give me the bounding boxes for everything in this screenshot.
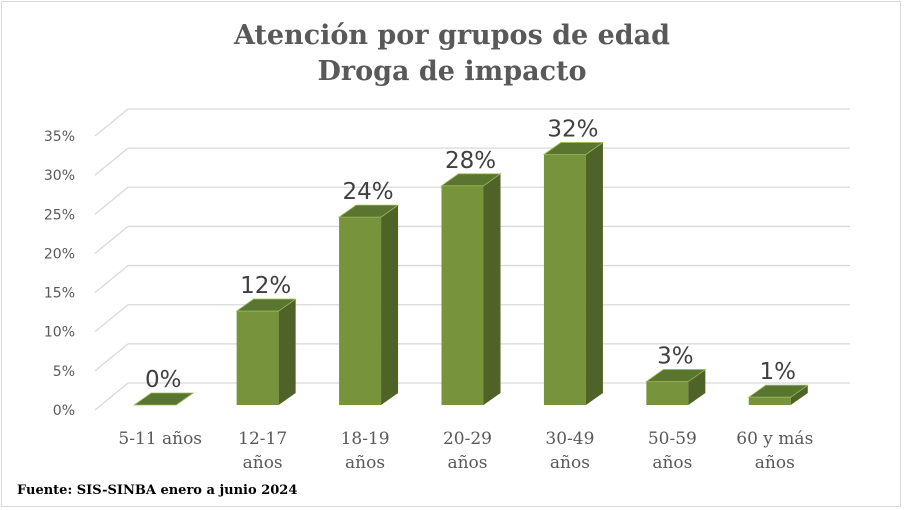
data-label: 1% [760, 359, 797, 385]
x-tick-label: 20-29 [443, 429, 492, 449]
bar-side [278, 299, 296, 405]
bar-top [132, 392, 195, 406]
data-label: 28% [445, 148, 496, 174]
gridline-diagonal [94, 186, 129, 215]
x-tick-label: años [447, 453, 487, 473]
bar-top [235, 298, 297, 312]
gridline-diagonal [94, 147, 129, 176]
x-tick-label: años [652, 453, 692, 473]
bar-front [339, 217, 382, 405]
bar-top [542, 142, 605, 155]
y-tick-label: 35% [44, 129, 75, 145]
bar-side [483, 173, 501, 405]
bar-side [381, 205, 399, 405]
bar-front [236, 311, 279, 405]
bar-front [543, 154, 586, 405]
x-tick-label: 30-49 [545, 429, 594, 449]
y-tick-label: 15% [44, 286, 75, 302]
chart-title: Atención por grupos de edad [233, 20, 671, 51]
x-tick-label: años [755, 453, 795, 473]
bar-front [441, 185, 484, 405]
source-note: Fuente: SIS-SINBA enero a junio 2024 [17, 483, 298, 498]
y-tick-label: 5% [53, 364, 75, 380]
chart-subtitle: Droga de impacto [317, 56, 587, 87]
bar-top [440, 173, 502, 187]
chart-title-block: Atención por grupos de edad Droga de imp… [0, 18, 904, 90]
gridline-diagonal [94, 225, 129, 254]
bar-side [688, 369, 706, 405]
x-tick-label: 60 y más [736, 429, 813, 449]
gridline-diagonal [94, 382, 129, 411]
y-tick-label: 20% [44, 246, 75, 262]
data-label: 3% [657, 344, 694, 370]
y-tick-label: 30% [44, 168, 75, 184]
data-label: 12% [240, 273, 291, 299]
x-tick-label: 18-19 [341, 429, 390, 449]
bar-top [337, 204, 400, 218]
data-label: 0% [145, 367, 182, 393]
gridline-diagonal [94, 304, 129, 333]
gridline-diagonal [94, 343, 129, 372]
x-tick-label: 5-11 años [118, 429, 202, 449]
gridline-diagonal [94, 108, 129, 137]
data-label: 24% [343, 179, 394, 205]
data-label: 32% [547, 116, 598, 142]
bar-side [790, 385, 808, 405]
x-tick-label: 50-59 [648, 429, 697, 449]
x-tick-label: años [243, 453, 283, 473]
y-tick-label: 10% [44, 325, 75, 341]
gridline-diagonal [94, 265, 129, 294]
bar-front [748, 397, 791, 405]
x-tick-label: años [345, 453, 385, 473]
x-tick-label: años [550, 453, 590, 473]
bar-top [747, 384, 810, 398]
y-tick-label: 25% [44, 207, 75, 223]
x-tick-label: 12-17 [238, 429, 287, 449]
bar-top [645, 369, 707, 382]
bar-front [646, 381, 689, 405]
bar-side [585, 142, 603, 405]
y-tick-label: 0% [53, 403, 75, 419]
